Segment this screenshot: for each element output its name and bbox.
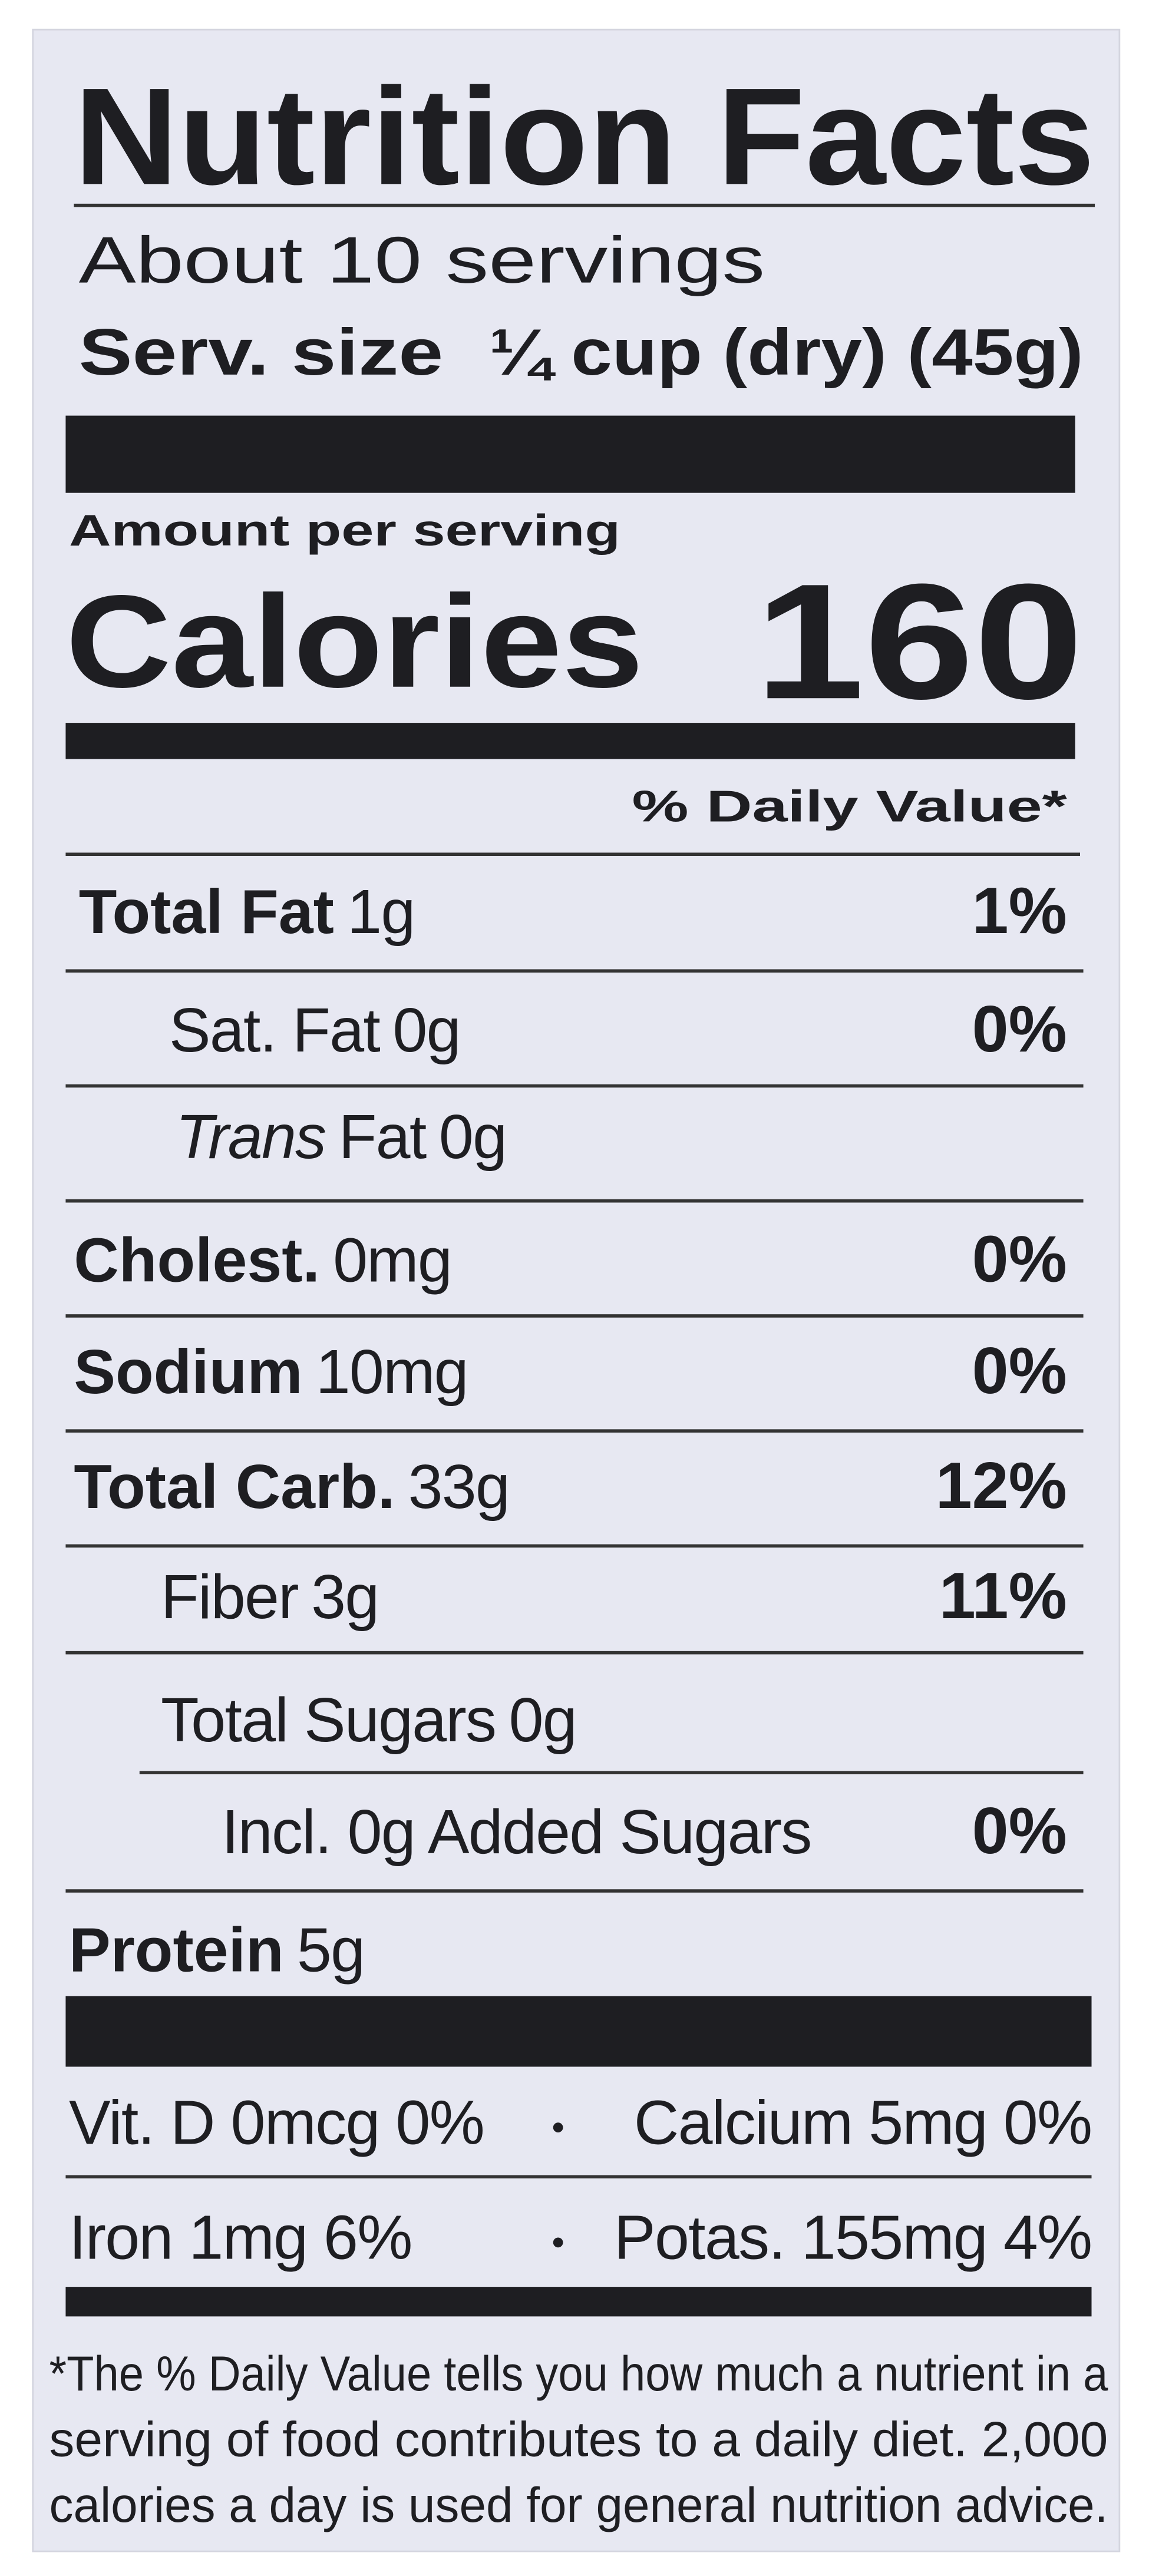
nutrient-name: Total Fat — [79, 877, 334, 947]
nutrient-daily-value: 0% — [972, 1334, 1067, 1407]
nutrient-name: Protein — [69, 1916, 284, 1985]
footnote: *The % Daily Value tells you how much a … — [49, 2346, 1108, 2532]
nutrient-amount: 5g — [297, 1916, 364, 1985]
nutrient-rows: Total Fat 1g 1%Sat. Fat 0g 0%Trans Fat 0gChole… — [65, 874, 1084, 1985]
rule — [65, 2175, 1092, 2179]
rule — [139, 1771, 1084, 1775]
nutrient-daily-value: 12% — [936, 1449, 1067, 1522]
nutrient-name: Cholest. — [74, 1225, 320, 1295]
bar — [65, 2287, 1092, 2317]
calories-label: Calories — [65, 568, 643, 715]
footnote-line: serving of food contributes to a daily d… — [49, 2411, 1108, 2466]
thick-bar — [65, 1996, 1092, 2067]
rule — [65, 1889, 1084, 1893]
rule — [65, 1084, 1084, 1088]
nutrient-daily-value: 11% — [939, 1559, 1067, 1632]
title: Nutrition Facts — [74, 59, 1095, 213]
rule — [65, 1651, 1084, 1655]
nutrient-daily-value: 1% — [972, 874, 1067, 947]
nutrient-daily-value: 0% — [972, 1794, 1067, 1867]
servings: About 10 servings — [79, 223, 765, 297]
footnote-line: calories a day is used for general nutri… — [49, 2477, 1108, 2532]
nutrient-row: Sodium 10mg — [74, 1337, 467, 1407]
nutrient-amount: 0mg — [333, 1225, 451, 1295]
nutrient-row: Incl. 0g Added Sugars — [222, 1797, 811, 1867]
nutrient-row: Protein 5g — [69, 1916, 364, 1985]
nutrient-name: Fiber — [161, 1562, 298, 1632]
nutrient-amount: 33g — [408, 1452, 510, 1522]
nutrient-row: Fiber 3g — [161, 1562, 378, 1632]
rule — [74, 203, 1095, 207]
thick-bar — [65, 415, 1075, 493]
nutrient-name: Sat. Fat — [169, 996, 380, 1065]
serving-size-label: Serv. size — [79, 315, 443, 389]
nutrient-name: Fat — [339, 1102, 427, 1172]
vitamin-item: Vit. D 0mcg 0% — [69, 2088, 484, 2157]
nutrient-amount: 0g — [392, 996, 460, 1065]
nutrient-row: Cholest. 0mg — [74, 1225, 451, 1295]
daily-value-header: % Daily Value* — [632, 781, 1068, 831]
nutrient-amount: 3g — [311, 1562, 378, 1632]
calories-value: 160 — [755, 550, 1083, 733]
nutrient-amount: 0g — [439, 1102, 506, 1172]
rule — [65, 1314, 1084, 1318]
vitamin-item: Potas. 155mg 4% — [614, 2203, 1091, 2273]
nutrient-row: Total Carb. 33g — [74, 1452, 509, 1522]
vitamin-item: Iron 1mg 6% — [69, 2203, 412, 2273]
nutrient-name-italic: Trans — [176, 1102, 325, 1172]
nutrient-daily-value: 0% — [972, 992, 1067, 1066]
serving-size-value: ¼ cup (dry) (45g) — [489, 315, 1083, 389]
vitamin-rows: Vit. D 0mcg 0% Calcium 5mg 0% Iron 1mg 6% P… — [69, 2088, 1092, 2272]
vitamin-item: Calcium 5mg 0% — [634, 2088, 1092, 2157]
rule — [65, 1429, 1084, 1433]
nutrient-row: Total Sugars 0g — [161, 1685, 576, 1755]
bullet — [553, 2122, 563, 2132]
nutrient-amount: 1g — [347, 877, 414, 947]
bullet — [553, 2237, 563, 2248]
rule — [65, 1199, 1084, 1203]
nutrient-name: Sodium — [74, 1337, 302, 1407]
nutrient-amount: 0g — [509, 1685, 576, 1755]
nutrient-row: Sat. Fat 0g — [169, 996, 460, 1065]
nutrient-name: Total Sugars — [161, 1685, 496, 1755]
footnote-line: *The % Daily Value tells you how much a … — [49, 2346, 1108, 2401]
nutrient-name: Total Carb. — [74, 1452, 395, 1522]
medium-bar — [65, 723, 1075, 759]
rule — [65, 1544, 1084, 1548]
nutrient-amount: 10mg — [316, 1337, 468, 1407]
nutrient-name: Incl. 0g Added Sugars — [222, 1797, 811, 1867]
amount-per-serving: Amount per serving — [69, 505, 620, 555]
rule — [65, 852, 1080, 857]
rule — [65, 969, 1084, 973]
nutrient-daily-value: 0% — [972, 1222, 1067, 1295]
nutrient-row: Total Fat 1g — [79, 877, 415, 947]
nutrient-row: Trans Fat 0g — [176, 1102, 506, 1172]
